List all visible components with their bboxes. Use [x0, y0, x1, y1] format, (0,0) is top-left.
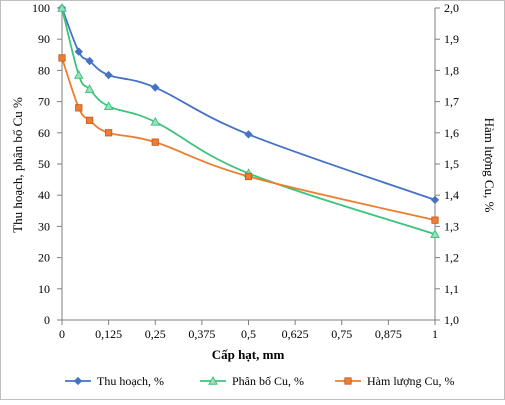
- data-point: [86, 116, 94, 124]
- data-point: [431, 216, 439, 224]
- legend-label: Thu hoạch, %: [97, 374, 164, 388]
- y-tick-label: 10: [38, 282, 50, 296]
- x-tick-label: 0,125: [95, 327, 122, 341]
- legend: Thu hoạch, % Phân bố Cu, % Hàm lượng Cu, %: [65, 374, 455, 388]
- axes: 0 0,125 0,25 0,375 0,5 0,625 0,75 0,875 10102030…: [32, 1, 459, 341]
- data-point: [244, 130, 253, 139]
- y2-tick-label: 1,5: [444, 157, 459, 171]
- y2-tick-label: 1,2: [444, 251, 459, 265]
- y-tick-label: 20: [38, 251, 50, 265]
- y-tick-label: 80: [38, 63, 50, 77]
- data-point: [151, 83, 160, 92]
- legend-marker: [208, 375, 218, 385]
- data-point: [105, 129, 113, 137]
- data-point: [430, 229, 440, 238]
- data-point: [73, 70, 84, 79]
- data-point: [244, 172, 253, 181]
- y-axis-title: Thu hoạch, phân bố Cu %: [10, 97, 25, 233]
- legend-marker: [344, 377, 352, 385]
- y2-tick-label: 2,0: [444, 1, 459, 15]
- y-tick-label: 70: [38, 95, 50, 109]
- x-tick-label: 0: [59, 327, 65, 341]
- data-point: [430, 195, 440, 205]
- y2-tick-label: 1,9: [444, 32, 459, 46]
- y-tick-label: 90: [38, 32, 50, 46]
- data-point: [57, 2, 67, 12]
- data-point: [104, 70, 113, 80]
- x-tick-label: 0,25: [145, 327, 166, 341]
- y-tick-label: 60: [38, 126, 50, 140]
- x-tick-label: 0,875: [375, 327, 402, 341]
- y-tick-label: 0: [44, 313, 50, 327]
- y2-tick-label: 1,1: [444, 282, 459, 296]
- series-3: [58, 54, 439, 224]
- data-point: [85, 56, 94, 66]
- x-axis-title: Cấp hạt, mm: [212, 347, 285, 362]
- x-tick-label: 1: [432, 327, 438, 341]
- data-point: [151, 138, 159, 146]
- y-tick-label: 30: [38, 219, 50, 233]
- legend-item: Phân bố Cu, %: [200, 374, 304, 388]
- data-point: [75, 104, 83, 112]
- data-point: [74, 47, 83, 56]
- y2-tick-label: 1,7: [444, 95, 459, 109]
- y-tick-label: 50: [38, 157, 50, 171]
- data-point: [58, 54, 66, 62]
- legend-label: Hàm lượng Cu, %: [367, 374, 455, 388]
- y2-tick-label: 1,4: [444, 188, 459, 202]
- legend-label: Phân bố Cu, %: [232, 374, 304, 388]
- data-point: [150, 116, 161, 126]
- x-tick-label: 0,75: [331, 327, 352, 341]
- y2-tick-label: 1,0: [444, 313, 459, 327]
- legend-marker: [73, 376, 83, 386]
- y-tick-label: 40: [38, 188, 50, 202]
- y-tick-label: 100: [32, 1, 50, 15]
- x-tick-label: 0,5: [241, 327, 256, 341]
- x-tick-label: 0,375: [188, 327, 215, 341]
- legend-item: Thu hoạch, %: [65, 374, 164, 388]
- x-tick-label: 0,625: [282, 327, 309, 341]
- legend-item: Hàm lượng Cu, %: [335, 374, 455, 388]
- series-1: [57, 3, 440, 205]
- data-point: [84, 84, 95, 93]
- y2-tick-label: 1,3: [444, 219, 459, 233]
- y2-tick-label: 1,8: [444, 63, 459, 77]
- data-point: [103, 101, 114, 110]
- y2-axis-title: Hàm lượng Cu, %: [482, 118, 497, 213]
- y2-tick-label: 1,6: [444, 126, 459, 140]
- series-layer: [57, 2, 440, 238]
